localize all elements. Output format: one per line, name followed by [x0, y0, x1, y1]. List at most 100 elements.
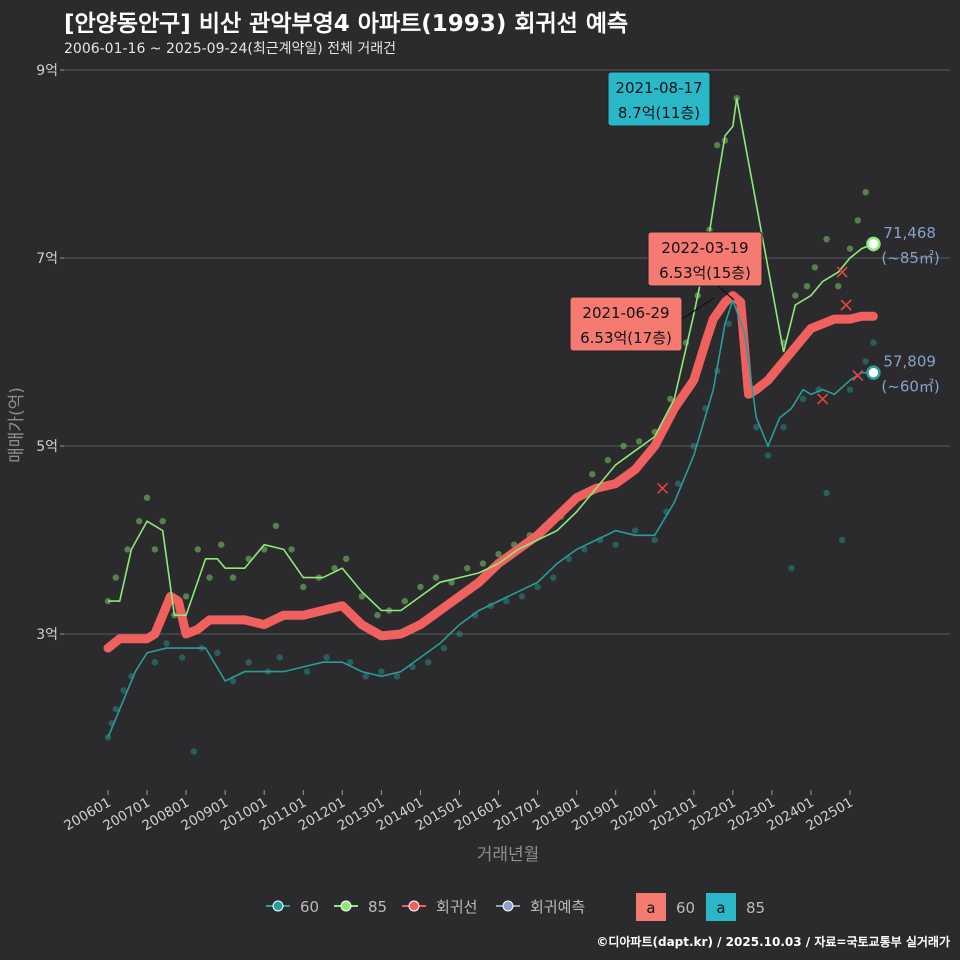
- annotation-leader: [717, 285, 735, 301]
- points-60: [104, 297, 877, 755]
- point-85: [811, 264, 819, 271]
- series-lines: [103, 98, 878, 738]
- y-tick-label: 3억: [36, 627, 58, 643]
- footer-credit: ©디아파트(dapt.kr) / 2025.10.03 / 자료=국토교통부 실…: [596, 935, 950, 949]
- point-85: [823, 236, 830, 243]
- legend-label-2: 회귀선: [436, 898, 477, 916]
- point-60: [190, 748, 198, 755]
- point-60: [550, 574, 557, 581]
- point-85: [667, 395, 674, 403]
- point-85: [288, 546, 295, 553]
- point-85: [112, 574, 120, 581]
- point-60: [534, 583, 541, 591]
- legend-dot-3: [502, 900, 514, 912]
- regression-marker: [836, 266, 848, 278]
- point-60: [323, 654, 330, 661]
- point-60: [780, 424, 787, 431]
- legend: 60 85 회귀선 회귀예측 a 60 a 85: [266, 893, 765, 921]
- annotation-box: [647, 231, 763, 287]
- point-85: [151, 546, 159, 553]
- points-85: [104, 95, 877, 619]
- point-85: [714, 142, 721, 149]
- end-value-label: 71,468: [883, 224, 936, 242]
- regression-marker: [817, 393, 829, 405]
- point-85: [464, 565, 471, 572]
- point-60: [112, 706, 120, 713]
- point-85: [401, 597, 408, 605]
- point-60: [862, 358, 869, 365]
- point-60: [163, 640, 170, 647]
- chart-subtitle: 2006-01-16 ~ 2025-09-24(최근계약일) 전체 거래건: [64, 41, 396, 57]
- y-tick-label: 5억: [36, 439, 58, 455]
- legend-glyph-1: a: [716, 899, 725, 917]
- series-line-85: [108, 98, 874, 616]
- annotation-box: [607, 71, 711, 127]
- point-85: [218, 541, 225, 548]
- point-85: [358, 593, 366, 600]
- point-85: [374, 612, 381, 619]
- point-60: [245, 659, 252, 666]
- point-85: [143, 494, 151, 501]
- point-60: [651, 536, 658, 544]
- point-60: [838, 536, 846, 544]
- point-85: [331, 565, 338, 572]
- point-60: [674, 480, 682, 487]
- point-60: [151, 659, 159, 666]
- point-60: [214, 649, 221, 656]
- point-60: [565, 555, 573, 562]
- point-85: [229, 574, 237, 581]
- grid-lines: [60, 69, 950, 795]
- y-axis-label: 매매가(억): [7, 387, 27, 463]
- point-60: [440, 644, 448, 652]
- point-85: [495, 550, 502, 558]
- point-60: [753, 424, 760, 431]
- annotation-date: 2022-03-19: [661, 239, 748, 257]
- point-60: [276, 654, 284, 661]
- end-points: 71,468 (~85㎡) 57,809 (~60㎡): [866, 224, 940, 396]
- point-85: [792, 292, 799, 299]
- legend-label-1: 85: [368, 898, 387, 916]
- point-85: [343, 555, 350, 562]
- point-85: [136, 518, 143, 525]
- legend-label-3: 회귀예측: [530, 898, 585, 916]
- point-85: [432, 574, 440, 581]
- end-size-label: (~85㎡): [881, 249, 939, 267]
- point-85: [272, 522, 280, 530]
- point-85: [835, 283, 842, 290]
- point-85: [300, 583, 307, 591]
- point-85: [803, 283, 811, 290]
- point-60: [120, 687, 127, 694]
- point-60: [425, 659, 432, 666]
- point-85: [206, 574, 213, 581]
- point-85: [448, 579, 455, 586]
- point-85: [479, 560, 487, 567]
- y-tick-labels: 3억 5억 7억 9억: [36, 63, 58, 643]
- legend-dot-1: [340, 900, 352, 912]
- point-60: [788, 565, 795, 572]
- point-60: [799, 395, 807, 403]
- point-85: [194, 546, 202, 553]
- point-60: [846, 386, 854, 393]
- legend-swatch-label-1: 85: [746, 899, 765, 917]
- point-60: [346, 659, 354, 666]
- point-60: [612, 541, 619, 548]
- point-85: [124, 546, 131, 553]
- point-85: [846, 245, 854, 252]
- regression-marker: [840, 299, 852, 311]
- x-axis-label: 거래년월: [477, 845, 540, 865]
- annotation-price: 6.53억(15층): [659, 264, 751, 282]
- point-60: [823, 489, 830, 497]
- point-85: [635, 438, 643, 445]
- legend-swatch-1: [706, 893, 736, 921]
- regression-marker: [656, 482, 669, 494]
- point-60: [229, 677, 237, 685]
- regression-line: [103, 291, 878, 653]
- legend-label-0: 60: [300, 898, 319, 916]
- point-60: [179, 654, 186, 661]
- legend-dot-2: [408, 900, 420, 912]
- annotation-date: 2021-08-17: [615, 79, 702, 97]
- end-value-label: 57,809: [883, 353, 936, 371]
- annotation-price: 6.53억(17층): [580, 329, 672, 347]
- annotation-box: [569, 296, 683, 352]
- point-60: [870, 339, 877, 346]
